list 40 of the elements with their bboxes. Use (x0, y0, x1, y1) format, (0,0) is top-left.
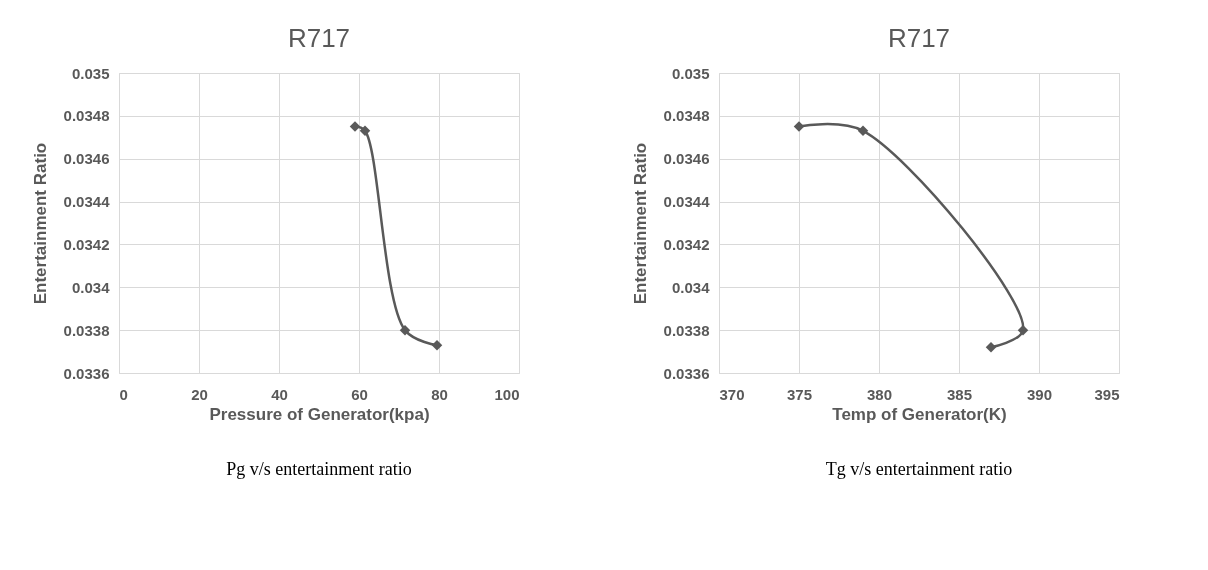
x-tick-label: 80 (431, 385, 448, 403)
x-tick-label: 380 (866, 385, 893, 403)
y-tick-label: 0.0346 (663, 150, 710, 168)
text: Tg v/s entertainment ratio (825, 459, 1013, 479)
x-tick-label: 385 (946, 385, 973, 403)
x-tick-label: 375 (786, 385, 813, 403)
y-tick-label: 0.0336 (663, 364, 710, 382)
y-tick-label: 0.034 (71, 278, 111, 296)
point (359, 125, 371, 137)
y-tick-label: 0.0342 (663, 235, 710, 253)
y-tick-label: 0.0336 (63, 364, 110, 382)
chart-title: R717 (887, 23, 951, 53)
y-tick-label: 0.0344 (663, 193, 711, 211)
y-tick-label: 0.0338 (663, 321, 710, 339)
y-tick-label: 0.035 (671, 64, 710, 82)
y-axis-title: Entertainment Ratio (30, 142, 50, 305)
x-tick-label: 100 (494, 385, 520, 403)
y-tick-label: 0.0342 (63, 235, 110, 253)
x-tick-label: 20 (191, 385, 208, 403)
x-tick-label: 60 (351, 385, 368, 403)
y-tick-label: 0.0344 (63, 193, 111, 211)
y-tick-label: 0.0348 (663, 107, 710, 125)
y-tick-label: 0.034 (671, 278, 711, 296)
x-tick-label: 370 (719, 385, 745, 403)
y-tick-label: 0.0348 (63, 107, 110, 125)
x-axis-title: Pressure of Generator(kpa) (209, 404, 430, 424)
x-tick-label: 40 (271, 385, 288, 403)
point (399, 324, 411, 336)
x-tick-label: 0 (119, 385, 128, 403)
x-axis-title: Temp of Generator(K) (832, 404, 1007, 424)
y-tick-label: 0.035 (71, 64, 110, 82)
chart-title: R717 (287, 23, 351, 53)
x-tick-label: 390 (1026, 385, 1053, 403)
y-tick-label: 0.0338 (63, 321, 110, 339)
text: Pg v/s entertainment ratio (226, 459, 412, 479)
x-tick-label: 395 (1094, 385, 1120, 403)
y-axis-title: Entertainment Ratio (630, 142, 650, 305)
y-tick-label: 0.0346 (63, 150, 110, 168)
point (349, 121, 361, 132)
point (431, 339, 443, 351)
